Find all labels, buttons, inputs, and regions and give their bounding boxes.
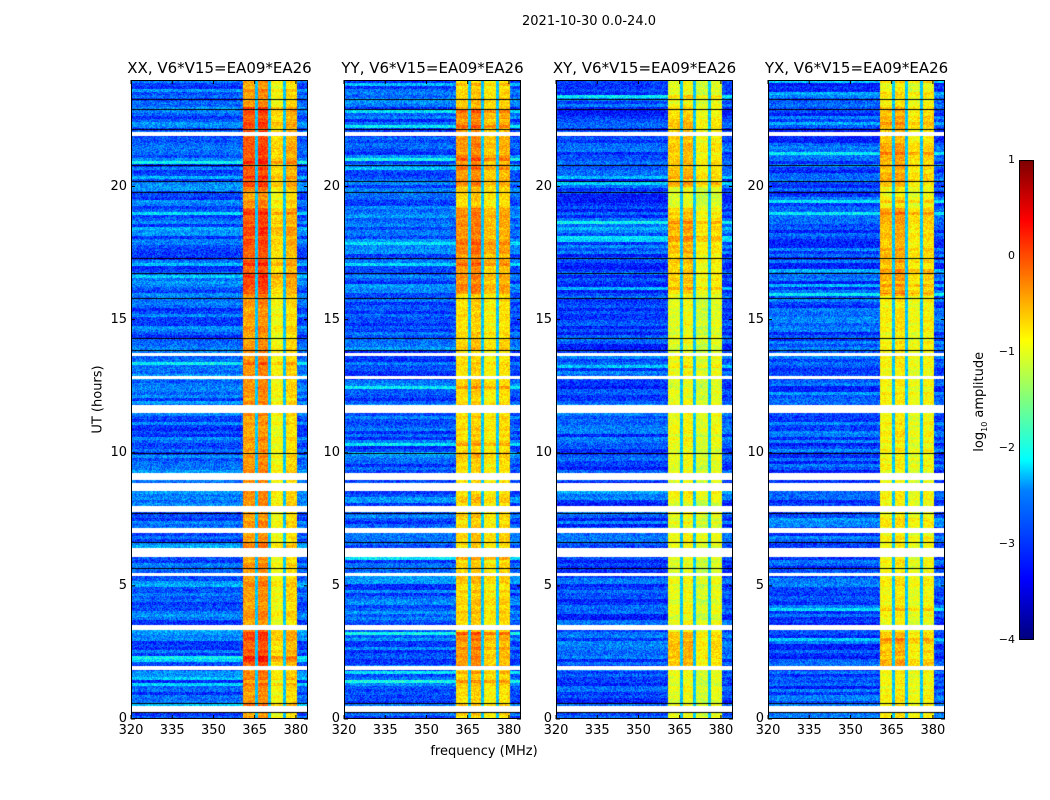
axes-frame <box>130 80 308 720</box>
x-tick-label: 365 <box>242 723 268 738</box>
x-tick-label: 320 <box>543 723 569 738</box>
x-tick-label: 350 <box>626 723 651 738</box>
x-tick-label: 335 <box>372 723 398 738</box>
colorbar-tick-label: −3 <box>998 537 1015 550</box>
axes-border <box>344 80 521 719</box>
x-tick-label: 320 <box>118 723 144 738</box>
panel-title: XX, V6*V15=EA09*EA26 <box>127 59 312 77</box>
axes-border <box>768 80 945 719</box>
y-tick-label: 15 <box>323 311 340 327</box>
y-tick-label: 5 <box>543 577 552 593</box>
figure-title: 2021-10-30 0.0-24.0 <box>522 14 656 29</box>
y-tick-label: 15 <box>110 311 127 327</box>
y-tick-label: 5 <box>118 577 127 593</box>
x-tick-label: 335 <box>584 723 610 738</box>
colorbar-tick-label: −4 <box>998 633 1015 646</box>
axes-border <box>131 80 308 719</box>
x-tick-label: 350 <box>838 723 863 738</box>
panel-title: XY, V6*V15=EA09*EA26 <box>552 59 737 77</box>
y-tick-label: 10 <box>323 444 340 460</box>
y-tick-label: 0 <box>118 711 127 726</box>
waterfall-heatmap <box>131 80 308 719</box>
y-tick-label: 0 <box>543 711 552 726</box>
x-tick-label: 365 <box>667 723 693 738</box>
axes-frame <box>555 80 733 720</box>
waterfall-heatmap <box>344 80 521 719</box>
axes-frame <box>343 80 521 720</box>
panel-title: YX, V6*V15=EA09*EA26 <box>764 59 949 77</box>
x-axis-label: frequency (MHz) <box>430 744 538 759</box>
colorbar-tick-label: −2 <box>998 441 1015 454</box>
y-tick-label: 20 <box>747 178 764 194</box>
y-tick-label: 0 <box>755 711 764 726</box>
panel-xx: XX, V6*V15=EA09*EA26 320 335 350 365 380 0 5 10 1… <box>110 59 311 737</box>
x-tick-label: 335 <box>796 723 822 738</box>
x-tick-label: 320 <box>331 723 357 738</box>
y-tick-label: 10 <box>747 444 764 460</box>
x-tick-label: 380 <box>283 723 309 738</box>
colorbar-tick-label: −1 <box>998 345 1015 358</box>
y-tick-label: 0 <box>331 711 340 726</box>
axes-border <box>556 80 733 719</box>
x-tick-label: 335 <box>159 723 185 738</box>
panel-yy: YY, V6*V15=EA09*EA26 320 335 350 365 380 0 5 10 1… <box>323 59 523 737</box>
x-tick-label: 350 <box>201 723 226 738</box>
x-tick-label: 365 <box>879 723 905 738</box>
x-tick-label: 380 <box>496 723 522 738</box>
x-tick-label: 320 <box>755 723 781 738</box>
y-tick-label: 5 <box>755 577 764 593</box>
y-tick-label: 10 <box>110 444 127 460</box>
y-axis-label: UT (hours) <box>90 365 106 434</box>
x-tick-label: 365 <box>455 723 481 738</box>
y-tick-label: 20 <box>535 178 552 194</box>
panel-xy: XY, V6*V15=EA09*EA26 320 335 350 365 380 0 5 10 1… <box>535 59 736 737</box>
colorbar-label: log10 amplitude <box>972 351 989 452</box>
colorbar-tick-label: 1 <box>1008 153 1015 166</box>
y-tick-label: 10 <box>535 444 552 460</box>
panel-title: YY, V6*V15=EA09*EA26 <box>341 59 524 77</box>
y-tick-label: 20 <box>323 178 340 194</box>
waterfall-heatmap <box>556 80 733 719</box>
waterfall-heatmap <box>768 80 945 719</box>
colorbar-tick-label: 0 <box>1008 249 1015 262</box>
y-tick-label: 15 <box>747 311 764 327</box>
panel-yx: YX, V6*V15=EA09*EA26 320 335 350 365 380 0 5 10 1… <box>747 59 948 737</box>
y-tick-label: 5 <box>331 577 340 593</box>
colorbar <box>1019 160 1034 640</box>
x-tick-label: 380 <box>920 723 946 738</box>
x-tick-label: 380 <box>708 723 734 738</box>
axes-frame <box>767 80 945 720</box>
y-tick-label: 15 <box>535 311 552 327</box>
y-tick-label: 20 <box>110 178 127 194</box>
x-tick-label: 350 <box>414 723 439 738</box>
